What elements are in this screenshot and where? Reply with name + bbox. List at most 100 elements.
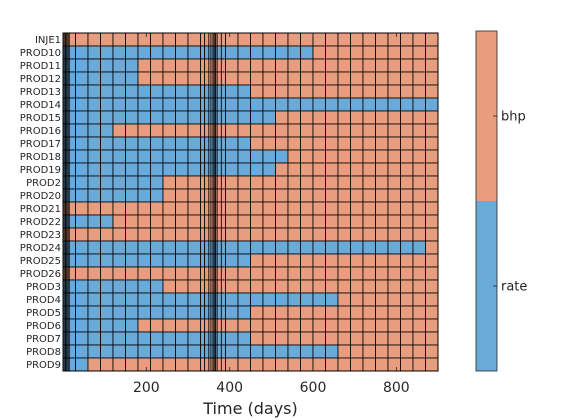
heatmap-cell — [262, 84, 276, 99]
heatmap-cell — [375, 253, 389, 268]
heatmap-cell — [325, 175, 339, 190]
heatmap-cell — [350, 240, 364, 255]
heatmap-cell — [325, 97, 339, 112]
heatmap-cell — [237, 123, 251, 138]
heatmap-cell — [400, 357, 414, 372]
heatmap-cell — [87, 214, 101, 229]
heatmap-cell — [275, 201, 289, 216]
heatmap-cell — [150, 97, 164, 112]
heatmap-cell — [75, 110, 89, 125]
heatmap-cell — [200, 201, 206, 216]
heatmap-cell — [75, 123, 89, 138]
heatmap-cell — [204, 123, 210, 138]
heatmap-cell — [162, 162, 176, 177]
heatmap-cell — [337, 305, 351, 320]
heatmap-cell — [200, 32, 206, 47]
heatmap-cell — [220, 240, 226, 255]
heatmap-cell — [204, 149, 210, 164]
heatmap-cell — [362, 110, 376, 125]
heatmap-cell — [75, 253, 89, 268]
x-tick-label: 200 — [133, 380, 160, 396]
heatmap-cell — [400, 214, 414, 229]
heatmap-cell — [262, 201, 276, 216]
heatmap-cell — [400, 188, 414, 203]
heatmap-cell — [387, 45, 401, 60]
heatmap-cell — [300, 344, 314, 359]
heatmap-cell — [325, 32, 339, 47]
heatmap-cell — [362, 162, 376, 177]
heatmap-cell — [216, 175, 222, 190]
heatmap-cell — [337, 227, 351, 242]
heatmap-cell — [275, 123, 289, 138]
heatmap-cell — [262, 45, 276, 60]
heatmap-cell — [275, 240, 289, 255]
heatmap-cell — [75, 344, 89, 359]
heatmap-cell — [237, 214, 251, 229]
heatmap-cell — [362, 344, 376, 359]
heatmap-cell — [412, 227, 426, 242]
heatmap-cell — [187, 175, 201, 190]
heatmap-cell — [68, 279, 76, 294]
heatmap-cell — [75, 331, 89, 346]
heatmap-cell — [200, 279, 206, 294]
heatmap-cell — [162, 227, 176, 242]
heatmap-cell — [275, 175, 289, 190]
heatmap-cell — [87, 357, 101, 372]
heatmap-cell — [175, 45, 189, 60]
heatmap-cell — [75, 149, 89, 164]
heatmap-cell — [337, 175, 351, 190]
heatmap-cell — [287, 357, 301, 372]
heatmap-cell — [287, 188, 301, 203]
heatmap-cell — [150, 318, 164, 333]
heatmap-cell — [100, 162, 114, 177]
heatmap-cell — [312, 110, 326, 125]
heatmap-cell — [162, 110, 176, 125]
colorbar-bhp-segment — [476, 31, 497, 201]
heatmap-cell — [125, 97, 139, 112]
heatmap-cell — [187, 305, 201, 320]
heatmap-cell — [300, 110, 314, 125]
heatmap-cell — [175, 175, 189, 190]
heatmap-cell — [220, 45, 226, 60]
heatmap-cell — [350, 97, 364, 112]
heatmap-cell — [125, 292, 139, 307]
heatmap-cell — [400, 240, 414, 255]
heatmap-cell — [275, 279, 289, 294]
heatmap-cell — [287, 84, 301, 99]
heatmap-cell — [162, 318, 176, 333]
heatmap-cell — [412, 136, 426, 151]
heatmap-cell — [204, 58, 210, 73]
colorbar-label: bhp — [501, 110, 526, 125]
heatmap-cell — [68, 331, 76, 346]
heatmap-cell — [375, 357, 389, 372]
heatmap-cell — [100, 214, 114, 229]
heatmap-cell — [362, 32, 376, 47]
heatmap-cell — [425, 71, 439, 86]
y-tick-labels: INJE1 PROD10 PROD11 PROD12 PROD13 PROD14 PROD1… — [20, 35, 61, 371]
heatmap-cell — [75, 45, 89, 60]
heatmap-cell — [250, 201, 264, 216]
heatmap-cell — [250, 357, 264, 372]
heatmap-cell — [337, 240, 351, 255]
y-tick-label: PROD15 — [20, 113, 61, 124]
heatmap-cell — [204, 279, 210, 294]
heatmap-cell — [300, 214, 314, 229]
heatmap-cell — [362, 45, 376, 60]
heatmap-cell — [87, 136, 101, 151]
heatmap-cell — [150, 84, 164, 99]
heatmap-cell — [362, 318, 376, 333]
y-tick-label: PROD3 — [26, 282, 61, 293]
heatmap-cell — [220, 344, 226, 359]
heatmap-cell — [312, 97, 326, 112]
heatmap-cell — [216, 71, 222, 86]
heatmap-cell — [87, 175, 101, 190]
heatmap-cell — [400, 97, 414, 112]
heatmap-cell — [262, 357, 276, 372]
heatmap-cell — [250, 123, 264, 138]
heatmap-cell — [287, 279, 301, 294]
heatmap-cell — [387, 71, 401, 86]
heatmap-cell — [337, 149, 351, 164]
heatmap-cell — [187, 32, 201, 47]
heatmap-cell — [425, 123, 439, 138]
heatmap-cell — [337, 279, 351, 294]
